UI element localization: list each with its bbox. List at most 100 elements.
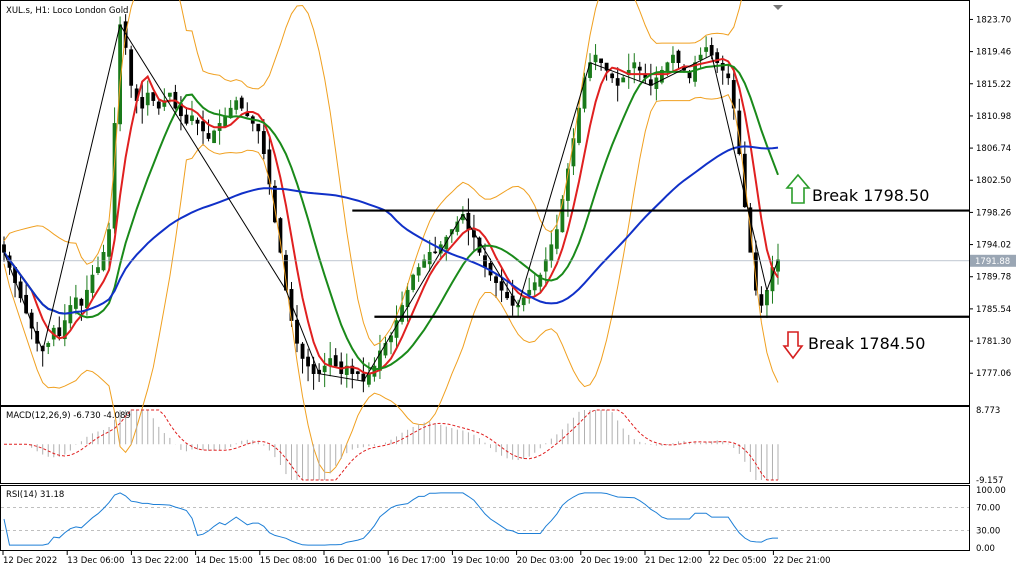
candle-body	[46, 343, 51, 347]
price-tick-label: 1789.78	[976, 273, 1011, 283]
candle-body	[549, 244, 554, 261]
candle-body	[505, 291, 510, 299]
time-tick-label: 16 Dec 17:00	[388, 556, 445, 566]
candle-body	[433, 251, 438, 254]
candle-body	[2, 244, 6, 253]
candle-body	[538, 274, 543, 287]
candle-body	[659, 69, 664, 83]
bollinger-lower	[3, 94, 779, 474]
candle-body	[73, 297, 78, 309]
candle-body	[272, 185, 277, 223]
candle-body	[322, 365, 327, 373]
candle-body	[234, 100, 239, 110]
price-tick-label: 1819.46	[976, 48, 1011, 58]
candle-body	[483, 255, 487, 268]
candle-body	[521, 297, 526, 306]
current-price-label: 1791.88	[975, 257, 1010, 267]
rsi-tick-label: 30.00	[976, 527, 1000, 537]
candle-body	[366, 373, 371, 385]
price-tick-label: 1823.70	[976, 15, 1011, 25]
rsi-tick-label: 100.00	[976, 486, 1006, 496]
main-price-pane	[1, 0, 969, 474]
candle-body	[422, 259, 427, 268]
candle-body	[167, 92, 172, 97]
price-tick-label: 1810.98	[976, 112, 1011, 122]
candle-body	[704, 47, 709, 52]
candle-body	[184, 114, 189, 124]
time-axis: 12 Dec 2022 13 Dec 06:00 13 Dec 22:00 14 De…	[2, 551, 831, 566]
candle-body	[344, 365, 349, 375]
price-tick-label: 1794.02	[976, 241, 1011, 251]
candle-body	[543, 259, 548, 272]
candle-body	[212, 130, 216, 144]
candle-body	[333, 355, 338, 367]
candle-body	[206, 133, 211, 139]
bollinger-upper	[3, 0, 742, 347]
break-up-label: Break 1798.50	[812, 186, 929, 205]
rsi-pane: 100.00 70.00 30.00 0.00	[1, 486, 1006, 554]
rsi-label: RSI(14) 31.18	[6, 490, 64, 500]
time-tick-label: 14 Dec 15:00	[196, 556, 253, 566]
candle-body	[145, 92, 150, 106]
candle-body	[156, 101, 161, 109]
candle-body	[527, 289, 532, 296]
price-tick-label: 1777.06	[976, 369, 1011, 379]
macd-tick-label: 8.773	[976, 406, 1000, 416]
candle-body	[621, 77, 626, 83]
candle-body	[693, 62, 697, 82]
time-tick-label: 15 Dec 08:00	[260, 556, 317, 566]
current-price-box	[970, 254, 1016, 267]
candle-body	[267, 149, 272, 185]
candle-body	[195, 119, 200, 124]
candle-body	[411, 274, 416, 290]
candle-body	[759, 294, 764, 306]
price-tick-label: 1798.26	[976, 208, 1011, 218]
candle-body	[593, 54, 598, 63]
price-tick-label: 1806.74	[976, 144, 1011, 154]
candle-body	[57, 327, 62, 337]
price-tick-label: 1815.22	[976, 80, 1011, 90]
chart-shift-marker-icon[interactable]	[773, 5, 783, 10]
candle-body	[753, 252, 758, 291]
candle-body	[355, 371, 360, 374]
candle-body	[604, 62, 609, 71]
candle-body	[90, 274, 95, 293]
time-tick-label: 13 Dec 22:00	[131, 556, 188, 566]
price-tick-label: 1802.50	[976, 176, 1011, 186]
candle-body	[140, 97, 145, 109]
candle-body	[554, 229, 559, 249]
candle-body	[709, 45, 714, 56]
candle-body	[582, 77, 587, 109]
candle-body	[698, 54, 703, 61]
time-tick-label: 22 Dec 05:00	[709, 556, 766, 566]
candle-body	[306, 356, 310, 367]
candle-body	[96, 267, 100, 274]
candle-body	[79, 298, 84, 306]
ma-medium-line	[3, 63, 779, 371]
candle-body	[261, 131, 266, 154]
rsi-pane-frame	[0, 485, 970, 551]
time-tick-label: 20 Dec 19:00	[581, 556, 638, 566]
candle-body	[615, 78, 620, 86]
down-arrow-icon	[782, 331, 804, 360]
candle-body	[190, 115, 194, 121]
macd-tick-label: -9.157	[976, 476, 1003, 486]
candle-body	[715, 52, 720, 63]
rsi-line	[3, 492, 778, 546]
candle-body	[201, 121, 205, 132]
candle-body	[472, 230, 476, 238]
ma-slow-line	[3, 145, 779, 315]
candle-body	[29, 312, 34, 329]
candle-body	[68, 305, 73, 324]
candle-body	[765, 289, 769, 306]
chart-title: XUL.s, H1: Loco London Gold	[6, 6, 128, 16]
candle-body	[311, 364, 316, 374]
macd-pane: 8.773 -9.157	[4, 406, 1003, 486]
candle-body	[560, 198, 565, 233]
candle-body	[720, 63, 725, 71]
price-tick-label: 1781.30	[976, 337, 1011, 347]
time-tick-label: 20 Dec 03:00	[517, 556, 574, 566]
time-tick-label: 21 Dec 12:00	[645, 556, 702, 566]
time-tick-label: 16 Dec 01:00	[324, 556, 381, 566]
